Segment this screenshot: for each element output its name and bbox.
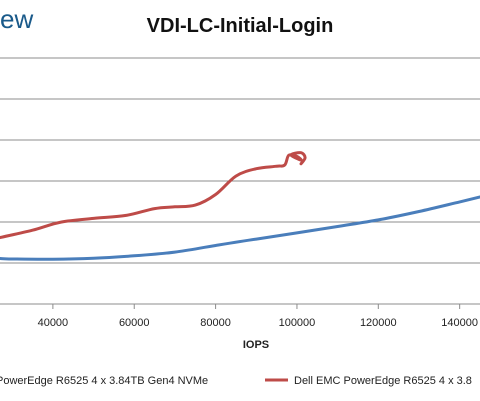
plot-area: 40000 60000 80000 100000 120000 140000 [0, 57, 480, 329]
x-tick-label: 60000 [119, 317, 150, 329]
x-axis-title: IOPS [243, 339, 269, 351]
legend: PowerEdge R6525 4 x 3.84TB Gen4 NVMe Del… [0, 375, 472, 387]
x-tick-label: 100000 [279, 317, 316, 329]
legend-label-series-1: PowerEdge R6525 4 x 3.84TB Gen4 NVMe [0, 375, 208, 387]
x-tick-label: 120000 [360, 317, 397, 329]
series-line-1 [0, 195, 480, 261]
series-line-2 [0, 151, 307, 240]
x-tick-label: 140000 [441, 317, 478, 329]
x-tick-label: 40000 [38, 317, 69, 329]
legend-label-series-2: Dell EMC PowerEdge R6525 4 x 3.8 [294, 375, 472, 387]
logo-text-fragment: ew [0, 4, 33, 34]
x-tick-label: 80000 [200, 317, 231, 329]
chart-title: VDI-LC-Initial-Login [147, 15, 334, 37]
